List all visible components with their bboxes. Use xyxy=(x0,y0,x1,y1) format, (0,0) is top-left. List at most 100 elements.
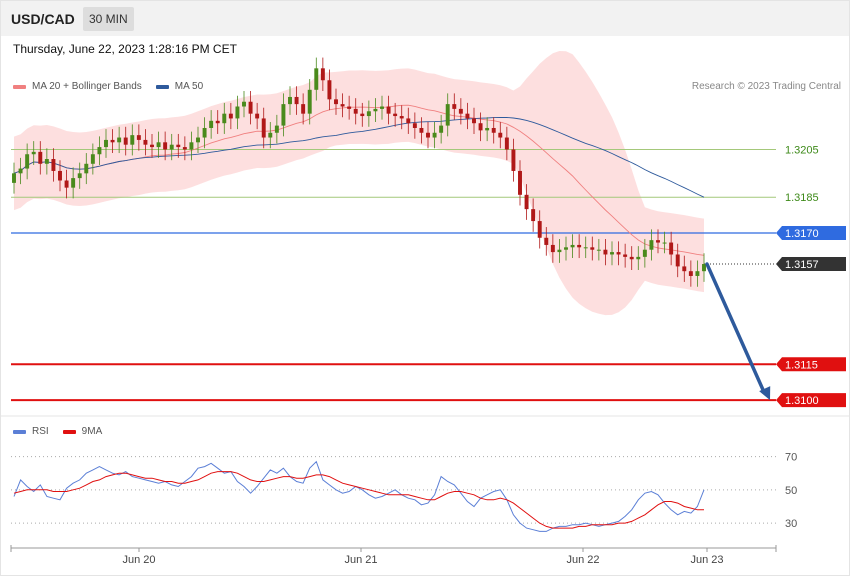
candle xyxy=(110,139,115,143)
candle xyxy=(412,123,417,128)
level-label-1.3157: 1.3157 xyxy=(785,259,819,271)
level-tag-1.3170[interactable]: 1.3170 xyxy=(776,226,846,240)
candle xyxy=(465,113,470,119)
candle xyxy=(491,127,496,133)
candle xyxy=(544,237,549,245)
candle xyxy=(432,132,437,138)
forecast-arrow-shaft xyxy=(705,262,766,394)
candle xyxy=(373,108,378,112)
candle xyxy=(156,142,161,148)
time-tick-label: Jun 22 xyxy=(566,554,599,566)
level-tag-bg-1.3170 xyxy=(776,226,846,240)
forecast-arrow-head xyxy=(759,386,771,401)
candle xyxy=(288,96,292,105)
candle xyxy=(294,96,299,105)
candle xyxy=(399,116,404,119)
ma50-line xyxy=(13,117,705,198)
candle xyxy=(570,244,575,248)
candle xyxy=(682,266,687,272)
candle xyxy=(524,194,529,210)
legend-label-9ma: 9MA xyxy=(81,426,103,437)
candle xyxy=(307,89,312,114)
candle xyxy=(452,104,457,109)
candle xyxy=(327,80,332,100)
candle xyxy=(656,240,660,243)
level-tag-1.3115[interactable]: 1.3115 xyxy=(776,357,846,372)
level-label-1.3115: 1.3115 xyxy=(785,359,818,371)
timeframe-button[interactable]: 30 MIN xyxy=(83,7,134,31)
candle xyxy=(550,244,555,253)
level-tag-bg-1.3115 xyxy=(776,357,846,372)
candle xyxy=(439,125,444,133)
candle xyxy=(334,99,338,105)
bollinger-band xyxy=(14,51,704,316)
candle xyxy=(301,104,306,114)
time-tick-label: Jun 23 xyxy=(690,554,723,566)
level-tag-bg-1.3157 xyxy=(776,257,846,272)
legend-swatch-rsi xyxy=(13,429,26,434)
candle xyxy=(675,254,680,267)
candle xyxy=(702,264,706,272)
rsi-series-9ma xyxy=(13,471,704,529)
candle xyxy=(189,142,194,150)
legend-label-rsi: RSI xyxy=(32,426,49,437)
candle xyxy=(616,252,621,255)
candle xyxy=(531,209,536,222)
candle xyxy=(38,151,43,164)
main-legend: MA 20 + Bollinger Bands MA 50 xyxy=(13,81,217,92)
candle xyxy=(12,173,16,183)
candle xyxy=(31,151,36,155)
level-tag-1.3185[interactable]: 1.3185 xyxy=(785,192,819,204)
rsi-tick-50: 50 xyxy=(785,485,797,497)
candle xyxy=(695,271,700,276)
level-label-1.3205: 1.3205 xyxy=(785,144,819,156)
candle xyxy=(215,120,220,124)
candle xyxy=(366,111,371,117)
candle xyxy=(51,159,56,171)
candle xyxy=(97,147,102,155)
candle xyxy=(669,242,674,255)
level-tag-1.3205[interactable]: 1.3205 xyxy=(785,144,819,156)
legend-swatch-ma50 xyxy=(155,84,169,89)
candle xyxy=(123,137,128,145)
legend-swatch-ma20 xyxy=(13,84,26,89)
legend-label-ma20: MA 20 + Bollinger Bands xyxy=(32,81,142,92)
candle xyxy=(564,247,568,250)
candle xyxy=(445,104,450,126)
candle xyxy=(77,173,82,179)
level-tag-1.3100[interactable]: 1.3100 xyxy=(776,393,846,408)
candle xyxy=(347,106,352,109)
level-tag-1.3157[interactable]: 1.3157 xyxy=(776,257,846,272)
candle xyxy=(386,106,391,114)
candle xyxy=(426,132,430,138)
candle xyxy=(117,137,122,143)
candle xyxy=(472,118,476,124)
candle xyxy=(64,180,69,188)
candle xyxy=(498,132,503,138)
candle xyxy=(577,244,582,248)
level-tag-bg-1.3100 xyxy=(776,393,846,408)
candle xyxy=(642,249,647,257)
rsi-tick-30: 30 xyxy=(785,518,797,530)
candle xyxy=(136,135,141,140)
candle xyxy=(274,125,279,133)
candle xyxy=(196,137,200,143)
candle xyxy=(557,249,562,253)
candle xyxy=(222,113,227,124)
candle xyxy=(143,139,148,145)
candle xyxy=(44,159,49,164)
candle xyxy=(242,101,246,107)
candle xyxy=(649,240,654,250)
candle xyxy=(360,113,365,117)
candle xyxy=(537,221,542,238)
candle xyxy=(419,127,424,133)
candle xyxy=(130,135,135,145)
legend-label-ma50: MA 50 xyxy=(174,81,204,92)
candle xyxy=(596,249,601,251)
level-label-1.3100: 1.3100 xyxy=(785,395,819,407)
candle xyxy=(511,149,516,171)
candle xyxy=(104,139,108,148)
level-label-1.3170: 1.3170 xyxy=(785,228,819,240)
candle xyxy=(518,170,522,195)
